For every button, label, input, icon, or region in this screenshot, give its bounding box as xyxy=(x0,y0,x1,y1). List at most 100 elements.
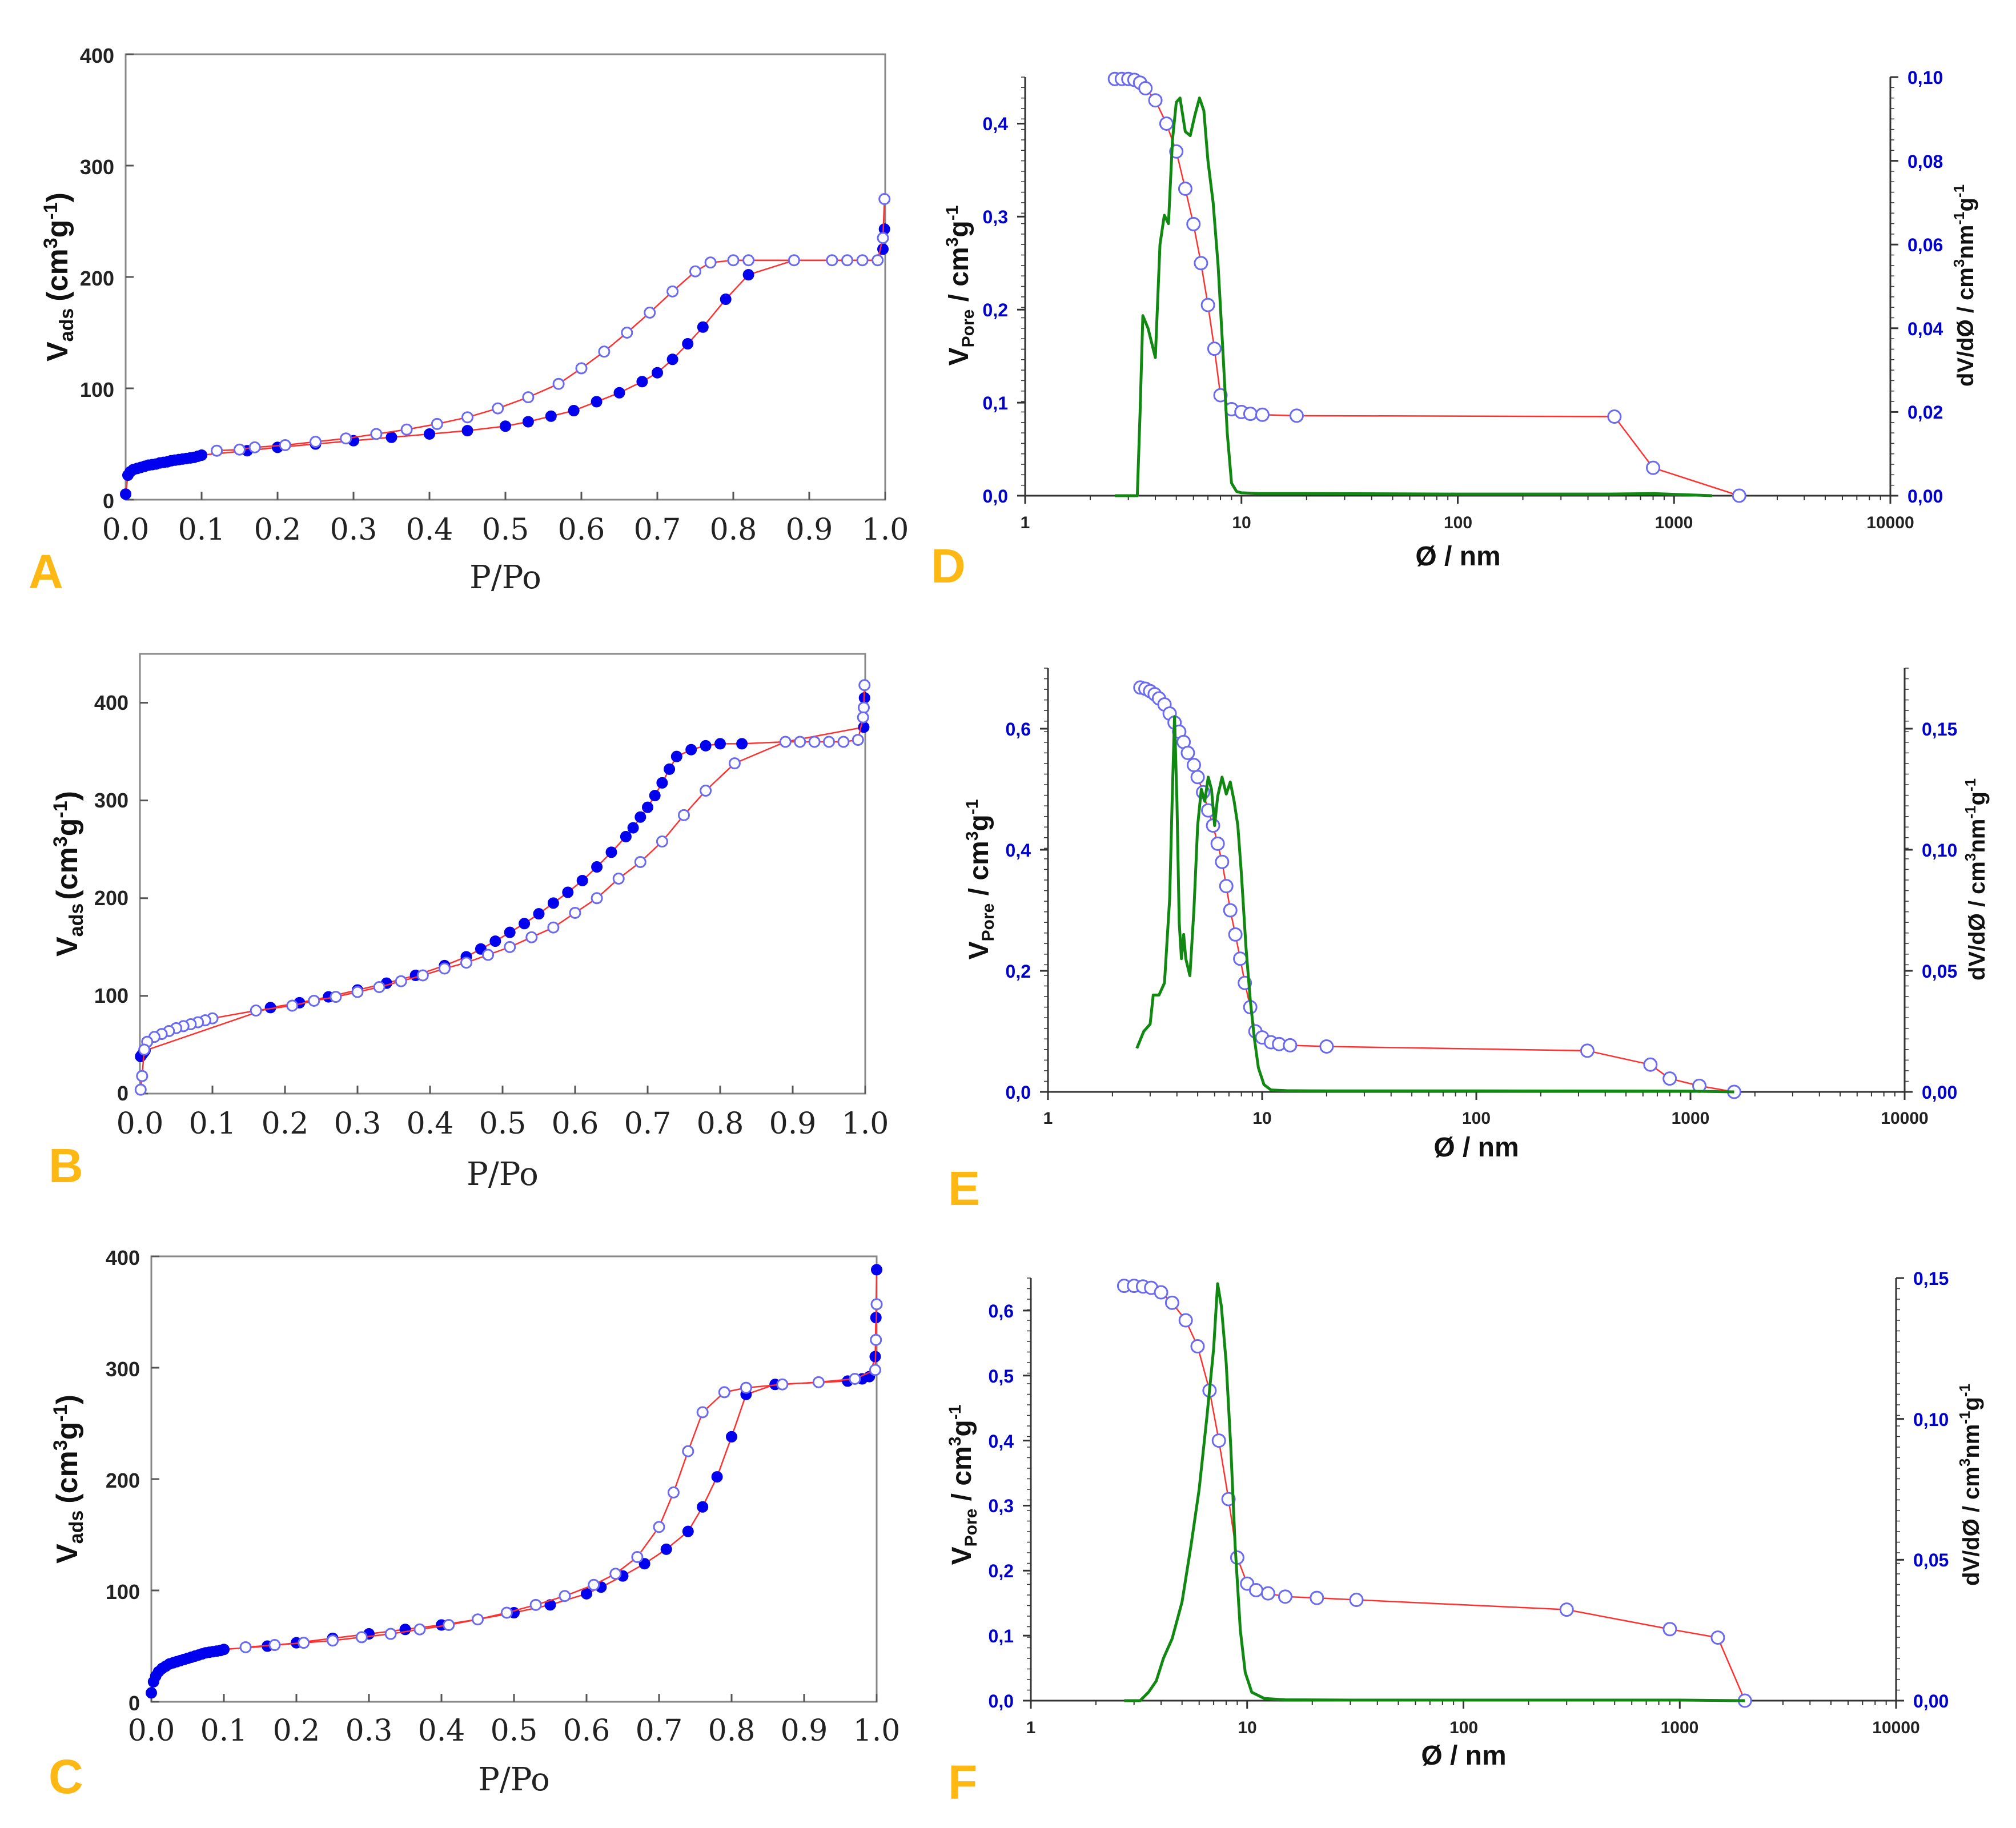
panel-b-y-axis-title-main: V xyxy=(51,937,84,957)
panel-f-right-axis-title-sup: 3 xyxy=(1956,1459,1973,1467)
panel-b-desorption-point xyxy=(136,1070,148,1082)
panel-d-left-axis-title-sup2: -1 xyxy=(943,206,962,221)
panel-a-desorption-point xyxy=(727,254,740,267)
panel-a-adsorption-point xyxy=(424,428,435,440)
panel-e-left-axis-title-main: V xyxy=(964,941,994,959)
panel-a-desorption-point xyxy=(279,439,291,451)
panel-e-right-axis-title-main: dV/dØ / cm xyxy=(1965,861,1990,981)
panel-f-right-axis-title-mid: nm xyxy=(1959,1424,1984,1459)
panel-e-left-axis-title-sup: 3 xyxy=(963,831,982,841)
panel-c-desorption-point xyxy=(667,1486,680,1498)
panel-a-adsorption-point xyxy=(120,488,131,500)
panel-c-desorption-point xyxy=(413,1623,426,1636)
panel-f-pore-distribution: 0,0 0,1 0,2 0,3 0,4 0,5 0,6 0,00 0,05 0,… xyxy=(946,1268,1984,1809)
panel-c-desorption-point xyxy=(870,1298,883,1311)
panel-c-adsorption-point xyxy=(399,1624,411,1636)
panel-c-y-ticks: 0 100 200 300 400 xyxy=(106,1246,140,1715)
panel-f-left-tick-label: 0,6 xyxy=(989,1301,1014,1321)
panel-d-right-axis-title-mid: nm xyxy=(1953,225,1978,259)
panel-c-adsorption-point xyxy=(697,1501,709,1513)
panel-a-desorption-point xyxy=(872,254,884,267)
panel-a-desorption-point xyxy=(340,432,352,445)
panel-b-desorption-point xyxy=(857,711,869,724)
panel-a-desorption-point xyxy=(248,441,261,453)
panel-a-desorption-point xyxy=(742,254,755,267)
panel-a-desorption-point xyxy=(522,391,535,404)
panel-f-right-axis-title-main: dV/dØ / cm xyxy=(1959,1467,1984,1586)
panel-b-desorption-point xyxy=(837,736,850,748)
panel-b-xtick-label: 0.7 xyxy=(624,1107,672,1141)
panel-e-left-axis-title-unit: / cm xyxy=(964,841,994,903)
panel-d-x-axis-title: Ø / nm xyxy=(1415,541,1500,572)
panel-a-desorption-point xyxy=(644,306,656,319)
panel-f-label: F xyxy=(948,1755,977,1809)
panel-e-pore-size-distribution-line xyxy=(1135,715,1734,1094)
panel-a-desorption-point xyxy=(234,443,246,456)
panel-b-y-axis-title-end: ) xyxy=(51,791,84,801)
panel-f-cumulative-pore-volume-point xyxy=(1710,1630,1725,1645)
panel-d-right-axis-title: dV/dØ / cm3nm-1g-1 xyxy=(1950,184,1978,387)
panel-f-left-tick-label: 0,1 xyxy=(989,1626,1014,1646)
panel-e-right-axis-title-mid2: g xyxy=(1965,792,1990,805)
panel-e-pore-distribution: 0,0 0,2 0,4 0,6 0,00 0,05 0,10 0,15 1 10… xyxy=(948,668,1990,1215)
panel-c-xtick-label: 0.3 xyxy=(346,1714,393,1748)
panel-d-cumulative-pore-volume-point xyxy=(1243,407,1258,421)
panel-a-desorption-point xyxy=(552,377,565,390)
panel-e-right-axis-title-mid: nm xyxy=(1965,819,1990,853)
panel-c-desorption-point xyxy=(776,1378,789,1391)
panel-f-cumulative-pore-volume-point xyxy=(1310,1590,1324,1605)
panel-c-desorption-point xyxy=(472,1613,484,1626)
panel-b-adsorption-point xyxy=(649,790,661,802)
panel-b-desorption-point xyxy=(808,736,821,748)
panel-a-xtick-label: 0.5 xyxy=(482,513,529,547)
panel-a-x-ticks: 0.0 0.1 0.2 0.3 0.4 0.5 0.6 0.7 0.8 0.9 … xyxy=(102,513,909,547)
panel-a-adsorption-point xyxy=(720,294,732,305)
panel-a-y-axis-title-mid: g xyxy=(41,220,74,238)
panel-c-adsorption-point xyxy=(660,1543,672,1555)
panel-e-right-tick-label: 0,15 xyxy=(1922,719,1957,740)
panel-a-xtick-label: 0.0 xyxy=(102,513,150,547)
panel-a-adsorption-point xyxy=(636,376,648,388)
panel-e-cumulative-pore-volume-point xyxy=(1219,879,1234,894)
panel-e-cumulative-pore-volume-point xyxy=(1580,1043,1595,1058)
panel-f-right-tick-label: 0,05 xyxy=(1913,1550,1949,1570)
panel-a-desorption-point xyxy=(878,193,891,205)
panel-f-xtick-label: 10 xyxy=(1238,1718,1256,1737)
panel-f-cumulative-pore-volume-point xyxy=(1349,1593,1364,1608)
panel-b-desorption-point xyxy=(504,941,516,953)
panel-c-desorption-point xyxy=(384,1628,397,1640)
panel-f-left-axis-title-unit: / cm xyxy=(947,1446,977,1508)
panel-d-right-axis-title-mid2: g xyxy=(1953,198,1978,211)
panel-e-left-axis-title-mid: g xyxy=(964,814,994,831)
panel-c-y-axis-title-mid: g xyxy=(51,1422,84,1440)
panel-d-right-ticks: 0,00 0,02 0,04 0,06 0,08 0,10 xyxy=(1907,67,1943,507)
panel-a-adsorption-point xyxy=(652,367,663,379)
panel-e-xtick-label: 1000 xyxy=(1672,1109,1710,1128)
panel-e-left-tick-label: 0,4 xyxy=(1006,840,1031,861)
panel-c-adsorption-point xyxy=(218,1644,230,1656)
panel-c-x-axis-title: P/Po xyxy=(478,1761,550,1798)
panel-f-right-axis-title-sup3: -1 xyxy=(1956,1384,1973,1397)
panel-b-adsorption-point xyxy=(489,935,501,947)
panel-b-adsorption-point xyxy=(642,801,653,813)
panel-d-cumulative-pore-volume-point xyxy=(1607,409,1622,424)
panel-b-plot-frame xyxy=(139,653,866,1095)
panel-e-cumulative-pore-volume-point xyxy=(1662,1071,1677,1086)
panel-e-right-tick-label: 0,00 xyxy=(1922,1082,1957,1103)
panel-d-right-tick-label: 0,00 xyxy=(1907,486,1943,507)
panel-e-left-ticks: 0,0 0,2 0,4 0,6 xyxy=(1006,719,1031,1103)
panel-b-desorption-point xyxy=(634,855,646,868)
panel-b-desorption-line xyxy=(140,685,865,1090)
panel-c-y-axis-title-unit: (cm xyxy=(51,1451,84,1503)
panel-a-adsorption-point xyxy=(385,431,397,443)
panel-a-y-axis-title-sup: 3 xyxy=(40,238,62,248)
panel-b-data xyxy=(134,679,871,1096)
panel-f-right-tick-label: 0,00 xyxy=(1913,1691,1949,1712)
panel-c-y-axis-title-sup: 3 xyxy=(50,1440,71,1451)
panel-b-xtick-label: 0.6 xyxy=(552,1107,599,1141)
panel-b-xtick-label: 0.3 xyxy=(334,1107,381,1141)
panel-a-desorption-point xyxy=(704,256,717,269)
panel-c-y-axis-title-main: V xyxy=(51,1544,84,1564)
panel-b-y-axis-title-sup: 3 xyxy=(50,836,71,847)
panel-e-cumulative-pore-volume-point xyxy=(1228,927,1243,942)
